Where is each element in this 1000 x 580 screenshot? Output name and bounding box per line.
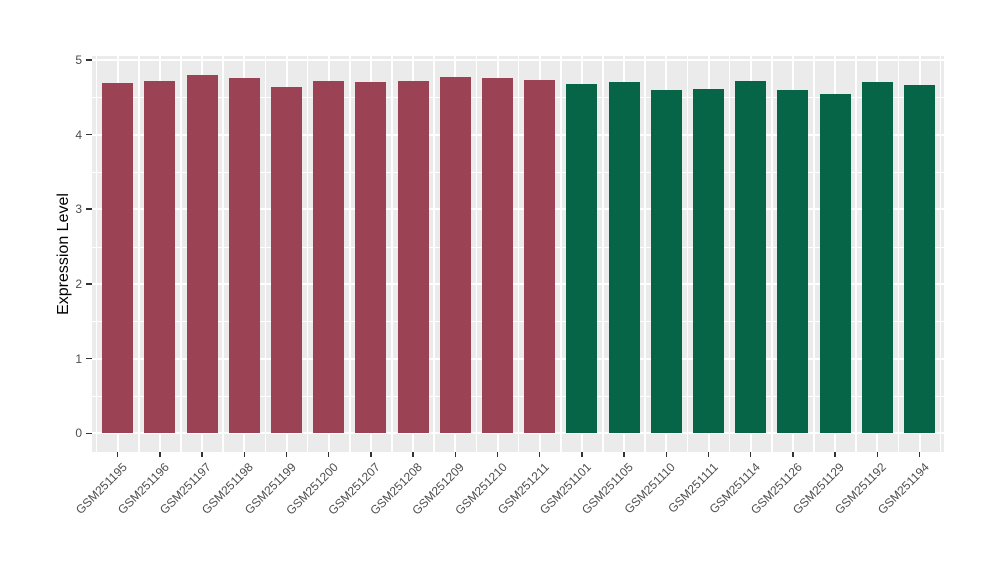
gridline-minor-v	[95, 56, 98, 452]
bar	[397, 80, 429, 434]
bar	[102, 82, 134, 434]
gridline-minor-v	[644, 56, 646, 452]
y-tick-mark	[86, 432, 92, 435]
gridline-minor-v	[897, 56, 900, 452]
y-tick-label: 4	[75, 127, 82, 142]
bar	[777, 90, 809, 434]
gridline-minor-v	[855, 56, 857, 452]
y-tick-mark	[86, 133, 92, 136]
gridline-minor-v	[728, 56, 731, 452]
bar	[228, 77, 260, 434]
gridline-minor-v	[180, 56, 182, 452]
gridline-major-h	[92, 357, 944, 360]
gridline-major-h	[92, 432, 944, 435]
x-tick-mark	[665, 452, 668, 457]
bar	[693, 88, 724, 434]
plot-panel	[92, 56, 944, 452]
bar	[439, 76, 471, 434]
x-tick-mark	[243, 452, 246, 457]
y-tick-label: 1	[75, 351, 82, 366]
y-tick-mark	[86, 208, 92, 210]
bar	[819, 94, 851, 434]
bar	[735, 80, 767, 434]
x-tick-mark	[116, 452, 119, 457]
x-tick-mark	[538, 452, 541, 457]
x-tick-mark	[792, 452, 794, 457]
y-tick-label: 0	[75, 426, 82, 441]
bar	[482, 77, 513, 434]
gridline-minor-v	[939, 56, 942, 452]
bar	[271, 87, 302, 434]
bar	[355, 82, 387, 434]
x-tick-mark	[370, 452, 372, 457]
x-tick-mark	[285, 452, 288, 457]
x-tick-mark	[412, 452, 414, 457]
gridline-minor-v	[391, 56, 393, 452]
x-tick-mark	[623, 452, 625, 457]
bar	[904, 85, 935, 434]
bar	[608, 82, 640, 434]
gridline-major-h	[92, 282, 944, 285]
x-tick-mark	[454, 452, 457, 457]
bar	[566, 84, 598, 434]
x-tick-mark	[834, 452, 836, 457]
bar	[313, 80, 345, 434]
gridline-major-h	[92, 133, 944, 136]
x-tick-mark	[201, 452, 203, 457]
gridline-minor-v	[517, 56, 520, 452]
x-tick-mark	[749, 452, 752, 457]
gridline-minor-v	[560, 56, 562, 452]
x-tick-mark	[159, 452, 161, 457]
x-tick-mark	[581, 452, 583, 457]
gridline-minor-v	[813, 56, 815, 452]
gridline-minor-v	[138, 56, 140, 452]
y-tick-label: 5	[75, 52, 82, 67]
x-tick-mark	[707, 452, 710, 457]
x-tick-mark	[876, 452, 879, 457]
gridline-minor-v	[264, 56, 267, 452]
y-tick-label: 3	[75, 202, 82, 217]
y-tick-mark	[86, 357, 92, 360]
gridline-minor-v	[222, 56, 224, 452]
x-tick-mark	[327, 452, 330, 457]
bar	[144, 80, 176, 434]
gridline-minor-v	[475, 56, 478, 452]
gridline-minor-v	[602, 56, 604, 452]
y-tick-mark	[86, 59, 92, 61]
gridline-minor-v	[349, 56, 351, 452]
bar	[186, 74, 218, 434]
gridline-minor-v	[771, 56, 773, 452]
y-tick-label: 2	[75, 276, 82, 291]
gridline-minor-v	[306, 56, 309, 452]
gridline-major-h	[92, 58, 944, 61]
gridline-minor-v	[433, 56, 435, 452]
x-tick-mark	[918, 452, 921, 457]
gridline-minor-v	[686, 56, 689, 452]
y-tick-mark	[86, 283, 92, 285]
bar	[650, 89, 682, 434]
x-tick-mark	[496, 452, 499, 457]
bar	[861, 82, 893, 434]
x-tick-label: GSM251194	[874, 460, 932, 517]
bar	[524, 79, 556, 434]
gridline-major-h	[92, 208, 944, 211]
